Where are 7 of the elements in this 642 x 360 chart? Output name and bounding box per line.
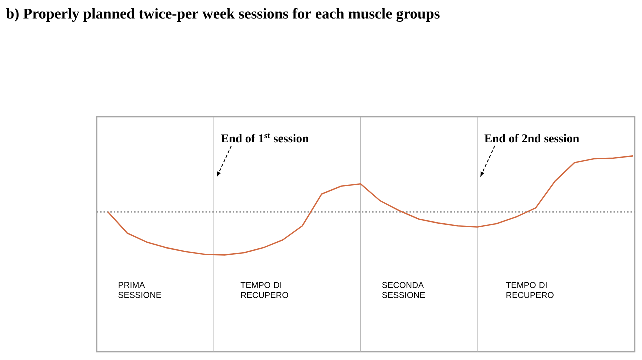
text: PRIMA SESSIONE — [118, 282, 162, 298]
text: TEMPO DI RECUPERO — [506, 282, 554, 298]
text: TEMPO DI RECUPERO — [240, 282, 288, 298]
chart-title: b) Properly planned twice-per week sessions for each muscle groups — [6, 8, 440, 22]
text: End of 2nd session — [484, 134, 580, 143]
text: SECONDA SESSIONE — [382, 282, 426, 298]
text: End of 1$^{st}$ session — [221, 134, 309, 143]
